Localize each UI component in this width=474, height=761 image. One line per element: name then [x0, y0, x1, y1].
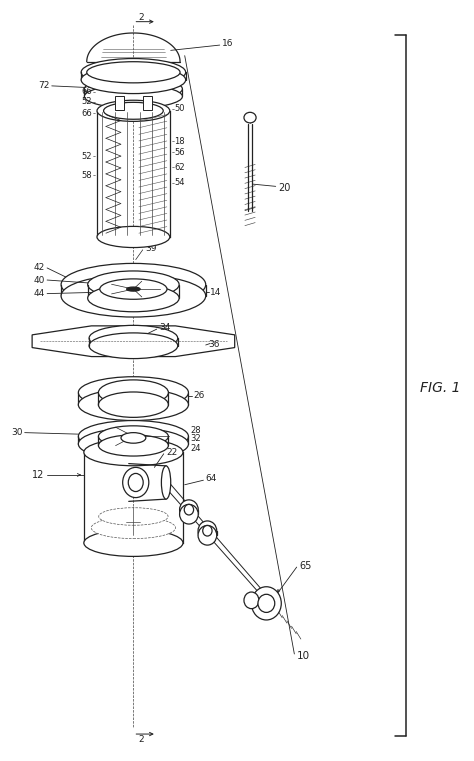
- Ellipse shape: [61, 263, 206, 306]
- Ellipse shape: [99, 380, 168, 406]
- Text: 34: 34: [159, 323, 171, 332]
- Ellipse shape: [161, 466, 171, 499]
- Ellipse shape: [81, 59, 186, 86]
- Text: 66: 66: [82, 88, 92, 97]
- Ellipse shape: [127, 287, 140, 291]
- Text: 22: 22: [166, 447, 177, 457]
- Text: 40: 40: [33, 275, 45, 285]
- Ellipse shape: [78, 377, 189, 409]
- Ellipse shape: [78, 428, 189, 460]
- Ellipse shape: [99, 392, 168, 417]
- Text: 39: 39: [145, 244, 156, 253]
- FancyBboxPatch shape: [115, 97, 124, 110]
- Ellipse shape: [88, 285, 179, 312]
- Text: 44: 44: [34, 289, 45, 298]
- Ellipse shape: [97, 226, 170, 247]
- Ellipse shape: [84, 530, 183, 556]
- Text: 72: 72: [38, 81, 49, 91]
- Text: 26: 26: [193, 391, 204, 400]
- Text: 65: 65: [299, 561, 311, 571]
- Text: 52: 52: [82, 97, 92, 107]
- Ellipse shape: [97, 100, 170, 122]
- Ellipse shape: [251, 587, 281, 620]
- Ellipse shape: [99, 426, 168, 447]
- Text: 66: 66: [82, 109, 92, 117]
- Text: FIG. 1: FIG. 1: [420, 381, 461, 395]
- Ellipse shape: [89, 326, 178, 351]
- Ellipse shape: [99, 508, 168, 525]
- Ellipse shape: [180, 500, 198, 520]
- Ellipse shape: [121, 432, 146, 443]
- Text: 32: 32: [191, 435, 201, 443]
- Text: 36: 36: [208, 340, 219, 349]
- Ellipse shape: [84, 84, 182, 108]
- Ellipse shape: [99, 435, 168, 456]
- Text: 2: 2: [138, 735, 144, 743]
- Text: 28: 28: [191, 426, 201, 435]
- Ellipse shape: [78, 389, 189, 421]
- Text: 50: 50: [174, 104, 185, 113]
- Text: 54: 54: [174, 178, 185, 187]
- Ellipse shape: [103, 102, 163, 119]
- Ellipse shape: [244, 592, 259, 609]
- Text: 10: 10: [297, 651, 310, 661]
- Ellipse shape: [244, 113, 256, 123]
- Text: 18: 18: [174, 136, 185, 145]
- Ellipse shape: [88, 271, 179, 298]
- Text: 62: 62: [174, 163, 185, 172]
- Ellipse shape: [128, 473, 143, 492]
- Text: 56: 56: [174, 148, 185, 157]
- Ellipse shape: [84, 439, 183, 466]
- Text: 2: 2: [138, 14, 144, 22]
- Text: 16: 16: [222, 39, 234, 48]
- Ellipse shape: [100, 279, 167, 299]
- Ellipse shape: [91, 517, 175, 539]
- Text: 42: 42: [34, 263, 45, 272]
- Ellipse shape: [84, 78, 182, 100]
- Ellipse shape: [184, 505, 193, 515]
- Ellipse shape: [198, 525, 217, 545]
- Text: 52: 52: [82, 151, 92, 161]
- Text: 38: 38: [152, 286, 164, 295]
- Text: 30: 30: [11, 428, 22, 437]
- Text: 74: 74: [152, 71, 164, 80]
- Ellipse shape: [198, 521, 217, 540]
- Ellipse shape: [78, 421, 189, 452]
- Ellipse shape: [87, 62, 180, 83]
- Text: 12: 12: [32, 470, 44, 480]
- Ellipse shape: [89, 333, 178, 358]
- Text: 64: 64: [206, 474, 217, 483]
- Ellipse shape: [180, 505, 198, 524]
- Text: 58: 58: [82, 170, 92, 180]
- Ellipse shape: [258, 594, 275, 613]
- Ellipse shape: [123, 467, 149, 498]
- Text: 24: 24: [191, 444, 201, 453]
- FancyBboxPatch shape: [143, 97, 152, 110]
- Polygon shape: [32, 326, 235, 357]
- Ellipse shape: [81, 66, 186, 94]
- Ellipse shape: [203, 525, 212, 536]
- Text: 20: 20: [278, 183, 291, 193]
- Text: 14: 14: [210, 288, 222, 297]
- Ellipse shape: [61, 275, 206, 317]
